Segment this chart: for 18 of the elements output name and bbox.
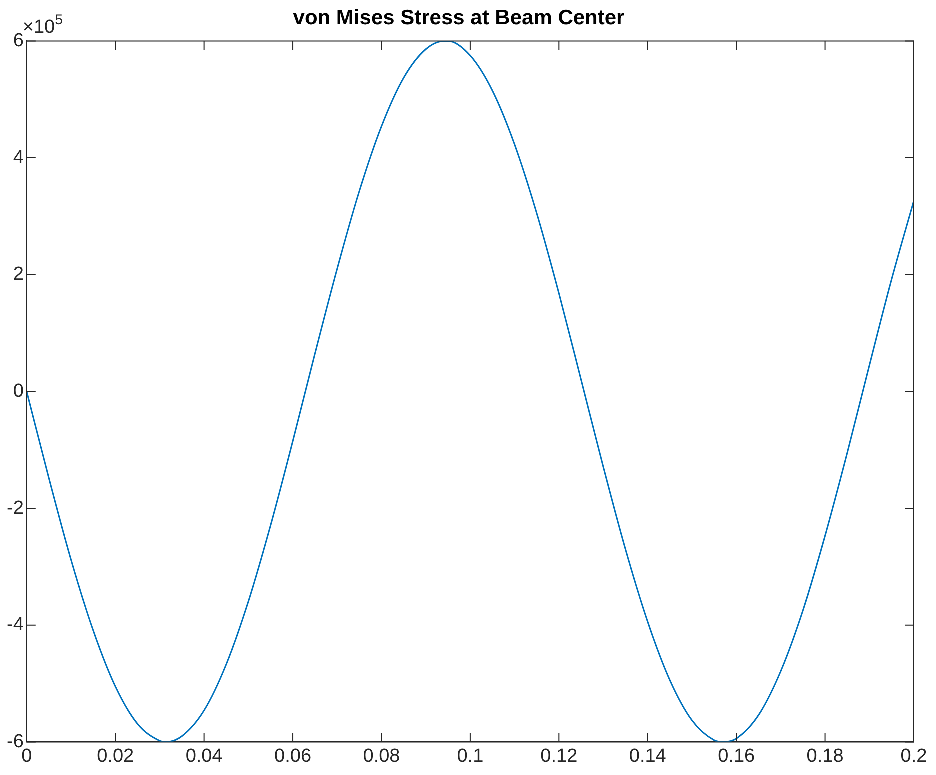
x-tick-label: 0.04 [186, 746, 224, 767]
y-tick-label: -6 [6, 731, 24, 752]
chart-title: von Mises Stress at Beam Center [293, 6, 625, 30]
y-tick-label: -4 [6, 614, 24, 636]
y-tick-label: -2 [6, 498, 24, 519]
x-tick-label: 0.1 [457, 746, 484, 767]
x-tick-label: 0.18 [806, 746, 844, 767]
x-tick-label: 0.08 [363, 746, 400, 767]
y-tick-label: 2 [13, 264, 24, 286]
x-tick-label: 0.06 [274, 746, 312, 767]
x-tick-label: 0.12 [540, 746, 578, 767]
x-tick-label: 0.02 [97, 746, 134, 767]
y-tick-label: 6 [13, 30, 24, 52]
y-tick-label: 4 [13, 147, 24, 168]
x-tick-label: 0.16 [718, 746, 756, 767]
x-tick-label: 0.14 [629, 746, 667, 767]
y-tick-label: 0 [13, 380, 24, 402]
x-tick-label: 0.2 [900, 746, 928, 767]
